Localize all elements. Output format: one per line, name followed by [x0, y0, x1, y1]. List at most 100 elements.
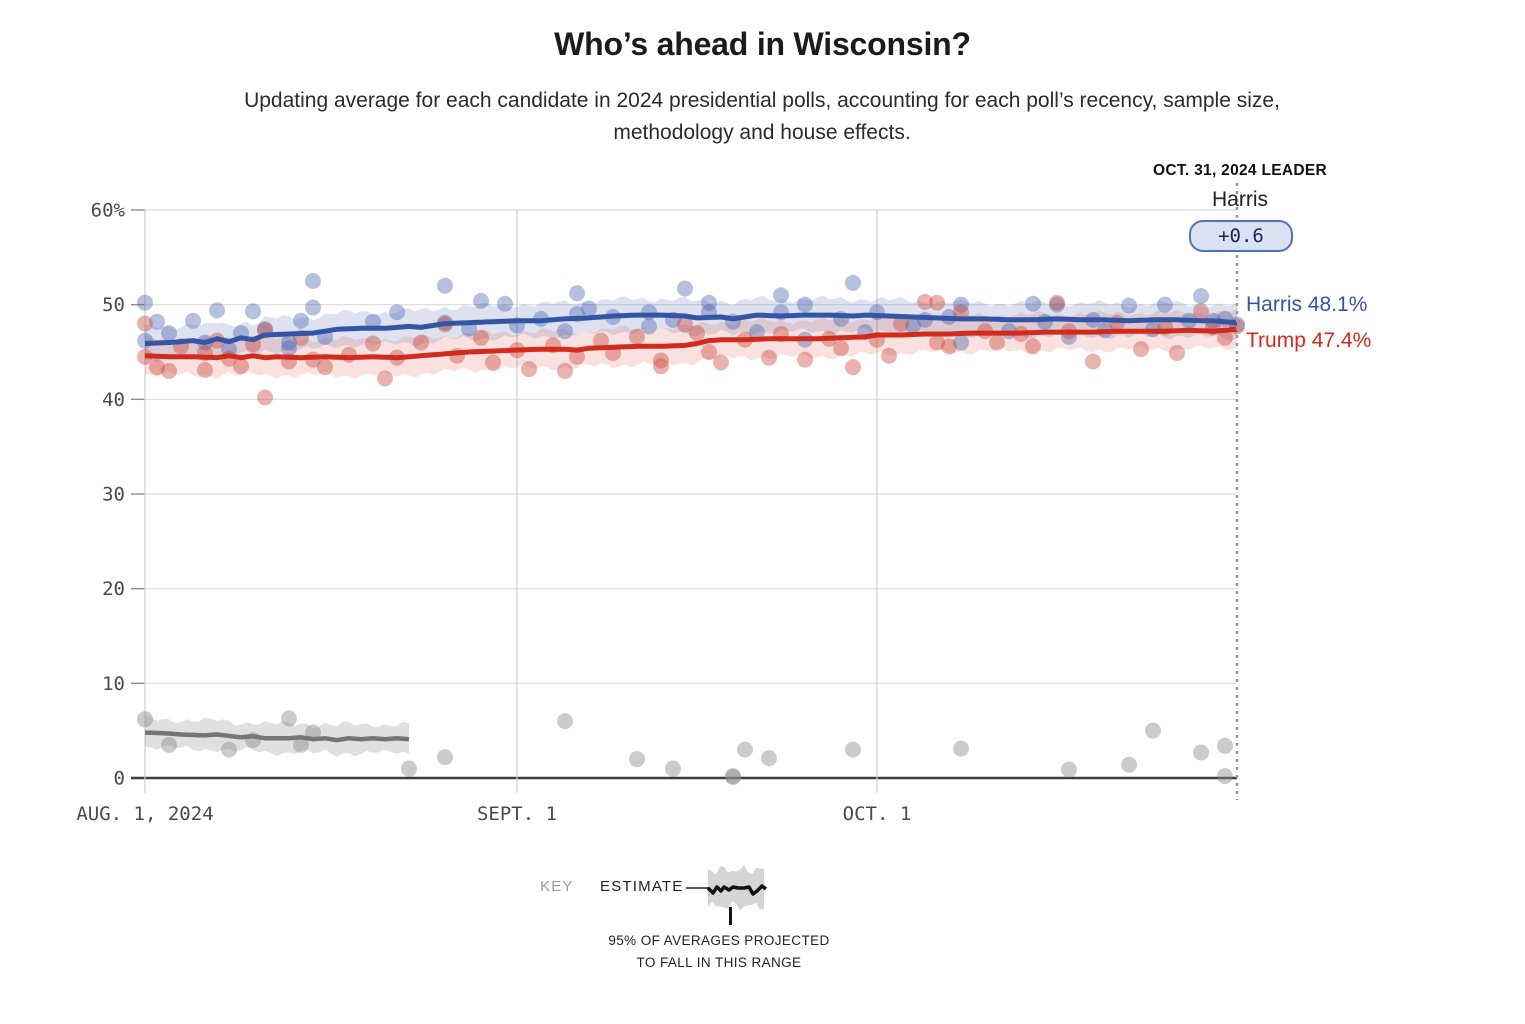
harris-poll-dot — [905, 317, 921, 334]
trump-poll-dot — [713, 354, 729, 371]
harris-poll-dot — [389, 304, 405, 321]
trump-poll-dot — [149, 359, 165, 376]
trump-poll-dot — [341, 346, 357, 363]
trump-poll-dot — [557, 362, 573, 379]
trump-poll-dot — [317, 359, 333, 376]
harris-poll-dot — [221, 341, 237, 358]
kennedy-poll-dot — [845, 741, 861, 758]
kennedy-poll-dot — [1217, 768, 1233, 785]
trump-poll-dot — [413, 334, 429, 351]
harris-poll-dot — [773, 287, 789, 304]
harris-poll-dot — [161, 325, 177, 342]
kennedy-poll-dot — [953, 740, 969, 757]
harris-poll-dot — [701, 294, 717, 311]
trump-poll-dot — [833, 340, 849, 357]
trump-poll-dot — [701, 344, 717, 360]
leader-name: Harris — [1212, 188, 1268, 211]
trump-poll-dot — [1085, 353, 1101, 370]
harris-poll-dot — [677, 280, 693, 297]
kennedy-poll-dot — [725, 769, 741, 786]
harris-poll-dot — [749, 324, 765, 341]
kennedy-poll-dot — [221, 741, 237, 758]
key-heading: KEY — [540, 878, 574, 895]
key-estimate-line — [706, 884, 768, 896]
trump-poll-dot — [917, 293, 933, 310]
harris-poll-dot — [137, 332, 153, 349]
key-estimate-label: ESTIMATE — [600, 878, 684, 895]
harris-poll-dot — [797, 296, 813, 313]
kennedy-poll-dot — [557, 713, 573, 730]
trump-poll-dot — [893, 315, 909, 332]
harris-poll-dot — [641, 318, 657, 335]
harris-poll-dot — [569, 285, 585, 302]
trump-poll-dot — [257, 389, 273, 406]
kennedy-poll-dot — [629, 751, 645, 768]
harris-poll-dot — [497, 295, 513, 312]
trump-poll-dot — [569, 348, 585, 365]
trump-poll-dot — [1025, 338, 1041, 355]
harris-end-label: Harris 48.1% — [1246, 293, 1368, 316]
harris-poll-dot — [209, 302, 225, 319]
trump-poll-dot — [161, 362, 177, 379]
trump-trend-line — [144, 326, 1238, 361]
harris-uncertainty-band — [145, 295, 1237, 362]
trump-poll-dot — [377, 370, 393, 387]
trump-poll-dot — [1169, 344, 1185, 361]
trump-poll-dot — [761, 349, 777, 366]
trump-poll-dot — [521, 361, 537, 378]
trump-poll-dot — [989, 334, 1005, 351]
harris-poll-dot — [953, 296, 969, 313]
harris-poll-dot — [137, 294, 153, 311]
leader-date-label: OCT. 31, 2024 LEADER — [1153, 162, 1327, 179]
harris-poll-dot — [281, 334, 297, 351]
y-tick-label: 0 — [114, 768, 125, 790]
kennedy-poll-dot — [293, 736, 309, 753]
harris-poll-dot — [557, 323, 573, 340]
kennedy-poll-dot — [1061, 761, 1077, 778]
harris-poll-dot — [293, 312, 309, 329]
kennedy-poll-dot — [1145, 722, 1161, 739]
trump-poll-dot — [1133, 341, 1149, 358]
trump-poll-dot — [473, 329, 489, 346]
harris-poll-dot — [641, 304, 657, 321]
trump-poll-dot — [929, 334, 945, 351]
trump-poll-dot — [653, 352, 669, 369]
kennedy-poll-dot — [437, 749, 453, 766]
trump-poll-dot — [941, 338, 957, 355]
harris-poll-dot — [1193, 288, 1209, 305]
harris-poll-dot — [281, 340, 297, 357]
trump-poll-dot — [929, 294, 945, 311]
key-range-note: 95% OF AVERAGES PROJECTED TO FALL IN THI… — [608, 933, 830, 970]
kennedy-poll-dot — [665, 760, 681, 777]
trump-poll-dot — [1217, 329, 1233, 346]
kennedy-trend-line — [144, 730, 410, 743]
kennedy-poll-dot — [281, 710, 297, 727]
trump-poll-dot — [197, 361, 213, 378]
kennedy-poll-dot — [401, 760, 417, 777]
trump-poll-dot — [689, 325, 705, 342]
kennedy-poll-dot — [1121, 756, 1137, 773]
harris-poll-dot — [581, 300, 597, 317]
y-tick-label: 50 — [102, 294, 125, 316]
x-tick-label: AUG. 1, 2024 — [76, 803, 213, 825]
harris-poll-dot — [1049, 296, 1065, 313]
y-tick-label: 30 — [102, 484, 125, 506]
trump-poll-dot — [629, 328, 645, 345]
trump-poll-dot — [137, 315, 153, 332]
key-range-pointer — [729, 907, 732, 925]
harris-poll-dot — [245, 303, 261, 320]
y-tick-label: 60% — [91, 200, 126, 222]
harris-poll-dot — [1025, 295, 1041, 312]
harris-poll-dot — [305, 273, 321, 289]
harris-poll-dot — [185, 312, 201, 329]
chart-subtitle: Updating average for each candidate in 2… — [244, 89, 1280, 144]
trump-poll-dot — [797, 351, 813, 368]
kennedy-poll-dot — [137, 711, 153, 728]
harris-poll-dot — [845, 274, 861, 291]
harris-poll-dot — [149, 313, 165, 330]
kennedy-poll-dot — [737, 741, 753, 758]
trump-poll-dot — [881, 347, 897, 364]
trump-poll-dot — [233, 358, 249, 375]
trump-poll-dot — [593, 332, 609, 349]
